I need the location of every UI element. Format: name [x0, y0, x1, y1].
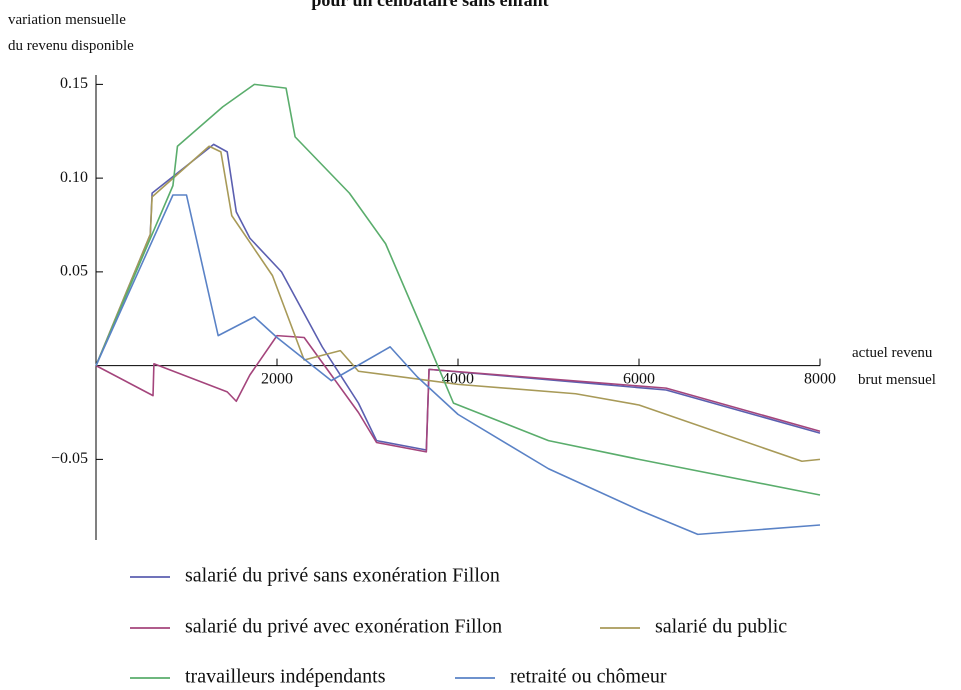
legend-label: retraité ou chômeur: [510, 666, 667, 688]
y-axis-label: du revenu disponible: [8, 38, 134, 54]
x-axis-label: brut mensuel: [858, 372, 936, 388]
y-tick-label: 0.10: [60, 169, 88, 186]
legend-label: salarié du public: [655, 616, 787, 638]
y-tick-label: −0.05: [51, 450, 88, 467]
x-tick-label: 6000: [623, 370, 655, 387]
series-line: [95, 334, 821, 453]
legend-label: salarié du privé sans exonération Fillon: [185, 565, 500, 587]
x-axis-label: actuel revenu: [852, 345, 933, 361]
legend-label: salarié du privé avec exonération Fillon: [185, 616, 502, 638]
series-line: [95, 83, 821, 496]
legend-label: travailleurs indépendants: [185, 666, 386, 688]
y-tick-label: 0.15: [60, 75, 88, 92]
x-tick-label: 2000: [261, 370, 293, 387]
y-axis-label: variation mensuelle: [8, 12, 126, 28]
chart-title: pour un célibataire sans enfant: [311, 0, 548, 10]
y-tick-label: 0.05: [60, 263, 88, 280]
x-tick-label: 8000: [804, 370, 836, 387]
series-line: [95, 194, 821, 536]
